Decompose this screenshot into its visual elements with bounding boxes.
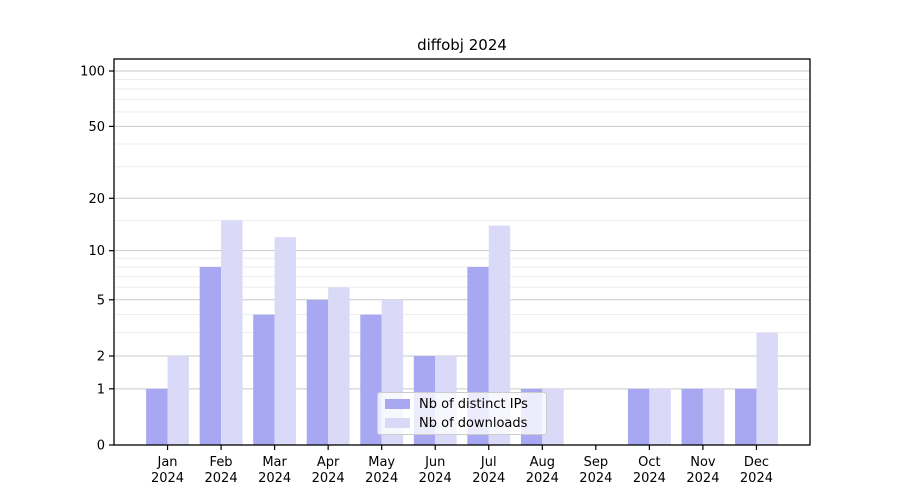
bar-downloads: [274, 237, 297, 445]
y-tick-label: 2: [97, 349, 105, 364]
y-tick-label: 0: [97, 439, 105, 454]
x-tick-label: Feb: [210, 455, 233, 470]
y-tick-label: 10: [88, 244, 105, 259]
bar-downloads: [542, 388, 564, 445]
x-tick-label: 2024: [205, 471, 238, 486]
y-tick-label: 100: [80, 65, 105, 80]
chart-title: diffobj 2024: [417, 36, 507, 54]
bar-distinct-ips: [735, 388, 757, 445]
x-tick-label: Nov: [690, 455, 716, 470]
x-tick-label: Jan: [157, 455, 178, 470]
x-tick-label: 2024: [312, 471, 345, 486]
bar-distinct-ips: [146, 388, 168, 445]
legend-label-downloads: Nb of downloads: [419, 415, 528, 431]
bar-downloads: [702, 388, 725, 445]
x-tick-label: Dec: [744, 455, 769, 470]
x-tick-label: 2024: [472, 471, 505, 486]
legend-entry-downloads: Nb of downloads: [385, 416, 538, 431]
y-tick-label: 50: [88, 120, 105, 135]
bar-distinct-ips: [360, 314, 382, 445]
x-tick-label: 2024: [526, 471, 559, 486]
x-tick-label: 2024: [419, 471, 452, 486]
x-tick-label: Sep: [584, 455, 609, 470]
legend-swatch-distinct-ips: [385, 399, 410, 409]
x-tick-label: Jul: [480, 455, 497, 470]
y-tick-label: 20: [88, 192, 105, 207]
bar-distinct-ips: [199, 266, 222, 445]
legend-swatch-downloads: [385, 418, 410, 428]
x-tick-label: 2024: [686, 471, 719, 486]
x-tick-label: 2024: [579, 471, 612, 486]
bar-downloads: [167, 355, 189, 445]
plot-frame: [113, 58, 811, 446]
bar-downloads: [328, 287, 350, 445]
bar-downloads: [649, 388, 671, 445]
x-tick-label: Apr: [317, 455, 340, 470]
x-tick-label: Aug: [530, 455, 555, 470]
x-tick-label: Mar: [262, 455, 287, 470]
x-tick-label: Oct: [638, 455, 660, 470]
x-tick-label: 2024: [258, 471, 291, 486]
legend-label-distinct-ips: Nb of distinct IPs: [419, 396, 528, 412]
bar-distinct-ips: [627, 388, 650, 445]
x-tick-label: 2024: [740, 471, 773, 486]
x-tick-label: 2024: [151, 471, 184, 486]
bar-downloads: [488, 225, 511, 445]
bar-distinct-ips: [306, 299, 329, 445]
x-tick-label: Jun: [424, 455, 445, 470]
x-tick-label: May: [368, 455, 395, 470]
bar-downloads: [221, 220, 243, 445]
x-tick-label: 2024: [365, 471, 398, 486]
bar-downloads: [756, 332, 778, 445]
legend-entry-distinct-ips: Nb of distinct IPs: [385, 397, 538, 412]
y-tick-label: 1: [97, 382, 105, 397]
bar-distinct-ips: [253, 314, 275, 445]
x-tick-label: 2024: [633, 471, 666, 486]
bar-distinct-ips: [681, 388, 703, 445]
y-tick-label: 5: [97, 293, 105, 308]
legend: Nb of distinct IPs Nb of downloads: [377, 392, 547, 435]
